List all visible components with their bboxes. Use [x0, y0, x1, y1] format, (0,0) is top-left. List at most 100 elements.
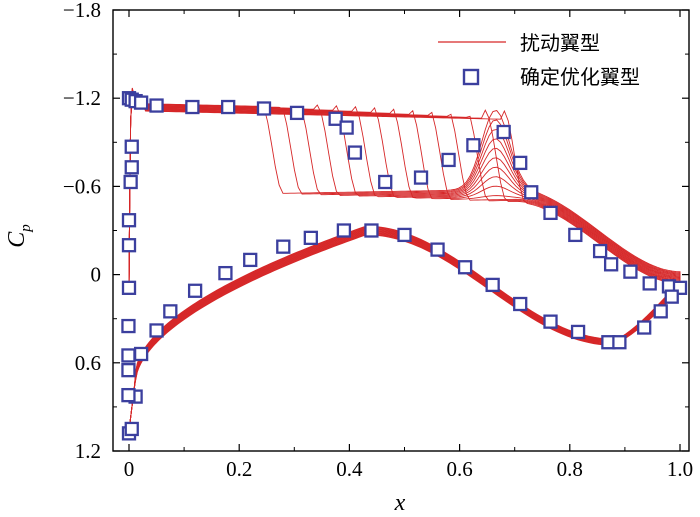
x-tick-label: 0.8 — [557, 457, 583, 481]
perturbed-lower-curve — [128, 233, 681, 431]
y-tick-label: −1.2 — [63, 86, 101, 110]
x-axis-title: x — [394, 490, 406, 516]
x-tick-label: 0.4 — [336, 457, 363, 481]
optimized-markers — [121, 91, 688, 441]
legend-label-optimized: 确定优化翼型 — [520, 65, 640, 89]
perturbed-lower-curve — [128, 232, 681, 431]
perturbed-upper-curve — [128, 92, 681, 290]
optimized-upper-marker — [221, 99, 236, 115]
optimized-upper-marker — [339, 120, 354, 135]
perturbed-upper-curve — [128, 93, 681, 291]
optimized-lower-marker — [664, 289, 679, 304]
optimized-leading-edge-marker — [121, 238, 137, 253]
perturbed-upper-curve — [128, 94, 681, 293]
optimized-upper-marker — [642, 276, 657, 291]
optimized-upper-marker — [289, 105, 305, 121]
optimized-upper-marker — [603, 257, 619, 272]
optimized-upper-marker — [441, 152, 456, 168]
optimized-lower-marker — [163, 304, 178, 319]
perturbed-upper-curve — [128, 90, 681, 292]
x-tick-label: 0 — [124, 457, 135, 481]
perturbed-upper-curve — [128, 88, 681, 290]
perturbed-upper-curve — [128, 89, 681, 291]
optimized-lower-marker — [637, 320, 652, 335]
optimized-lower-marker — [276, 239, 291, 254]
optimized-lower-marker — [543, 314, 558, 329]
legend: 扰动翼型 确定优化翼型 — [438, 31, 640, 89]
optimized-leading-edge-marker — [123, 174, 138, 190]
perturbed-lower-curve — [128, 234, 681, 431]
optimized-leading-edge-marker — [124, 160, 139, 175]
optimized-upper-marker — [623, 264, 638, 279]
optimized-upper-marker — [378, 174, 393, 190]
x-tick-label: 0.2 — [226, 457, 252, 481]
optimized-lower-marker — [364, 223, 379, 238]
optimized-lower-marker — [457, 260, 473, 275]
optimized-upper-marker — [149, 98, 164, 113]
perturbed-upper-curve — [128, 94, 681, 292]
optimized-leading-edge-marker — [121, 318, 136, 334]
optimized-lower-marker — [187, 283, 203, 298]
optimized-upper-marker — [592, 243, 608, 259]
perturbed-upper-curve — [128, 90, 681, 293]
y-tick-label: −1.8 — [63, 0, 101, 22]
axis-ticks — [113, 9, 689, 452]
optimized-lower-marker — [133, 346, 149, 362]
optimized-lower-marker — [612, 335, 627, 350]
optimized-upper-marker — [256, 101, 272, 116]
optimized-lower-marker — [218, 265, 233, 281]
optimized-leading-edge-marker — [121, 213, 137, 228]
perturbed-upper-curve — [128, 87, 681, 292]
optimized-upper-marker — [513, 155, 528, 171]
optimized-upper-marker — [413, 170, 429, 185]
y-tick-label: 0 — [91, 263, 102, 287]
optimized-upper-marker — [524, 185, 539, 200]
optimized-upper-marker — [133, 95, 149, 110]
optimized-lower-marker — [303, 230, 318, 246]
optimized-lower-marker — [124, 421, 139, 437]
perturbed-upper-curve — [128, 95, 681, 292]
svg-text:Cp: Cp — [4, 224, 34, 248]
legend-marker-sample — [462, 68, 480, 86]
perturbed-upper-curve — [128, 91, 681, 290]
legend-label-perturbed: 扰动翼型 — [520, 31, 600, 55]
optimized-lower-marker — [653, 304, 668, 319]
optimized-lower-marker — [243, 252, 258, 268]
optimized-upper-marker — [347, 145, 363, 160]
tick-labels: 0 0.2 0.4 0.6 0.8 1.0 −1.8 −1.2 −0.6 0 0.6 1.2 — [63, 0, 693, 481]
optimized-lower-marker — [513, 296, 528, 312]
perturbed-lower-curve — [128, 231, 681, 431]
optimized-upper-marker — [543, 205, 558, 221]
perturbed-upper-curve — [128, 93, 681, 291]
optimized-upper-marker — [568, 227, 583, 243]
x-tick-label: 1.0 — [667, 457, 693, 481]
optimized-lower-marker — [397, 227, 412, 243]
optimized-lower-marker — [485, 277, 500, 293]
optimized-upper-marker — [496, 124, 511, 140]
perturbed-upper-curve — [128, 88, 681, 290]
optimized-leading-edge-marker — [121, 362, 136, 378]
x-tick-label: 0.6 — [446, 457, 472, 481]
optimized-lower-marker — [336, 223, 352, 238]
perturbed-lower-curve — [128, 233, 681, 431]
y-axis-title: Cp — [4, 224, 34, 248]
y-tick-label: 1.2 — [75, 439, 101, 463]
perturbed-upper-curve — [128, 94, 681, 291]
y-axis-title-sub: p — [18, 224, 34, 233]
optimized-leading-edge-marker — [121, 387, 136, 403]
y-tick-label: −0.6 — [63, 174, 101, 198]
y-axis-title-main: C — [4, 231, 30, 248]
optimized-upper-marker — [328, 111, 343, 126]
optimized-upper-marker — [466, 138, 481, 153]
optimized-lower-marker — [570, 324, 586, 340]
optimized-leading-edge-marker — [124, 139, 139, 154]
optimized-lower-marker — [430, 242, 445, 257]
optimized-upper-marker — [185, 99, 200, 115]
optimized-leading-edge-marker — [121, 348, 136, 363]
perturbed-curves — [128, 87, 681, 431]
optimized-leading-edge-marker — [121, 280, 137, 295]
y-tick-label: 0.6 — [75, 351, 101, 375]
optimized-lower-marker — [149, 323, 164, 338]
